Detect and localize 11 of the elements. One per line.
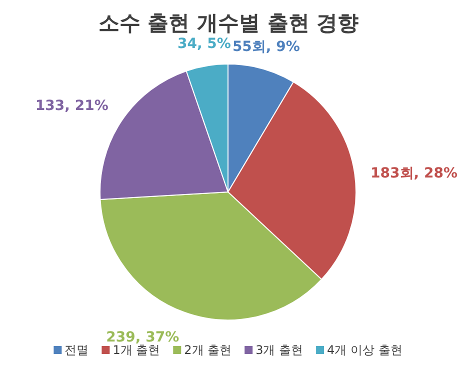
legend-label: 4개 이상 출현 (327, 343, 402, 357)
data-label: 34, 5% (178, 36, 231, 52)
legend-label: 전멸 (64, 343, 89, 357)
data-label: 133, 21% (35, 98, 108, 114)
legend-label: 2개 출현 (184, 343, 232, 357)
chart-title: 소수 출현 개수별 출현 경향 (98, 11, 359, 35)
data-label: 183회, 28% (370, 166, 457, 182)
data-label: 55회, 9% (232, 39, 300, 56)
legend-label: 3개 출현 (256, 343, 304, 357)
legend-label: 1개 출현 (112, 343, 160, 357)
data-label: 239, 37% (106, 329, 180, 346)
